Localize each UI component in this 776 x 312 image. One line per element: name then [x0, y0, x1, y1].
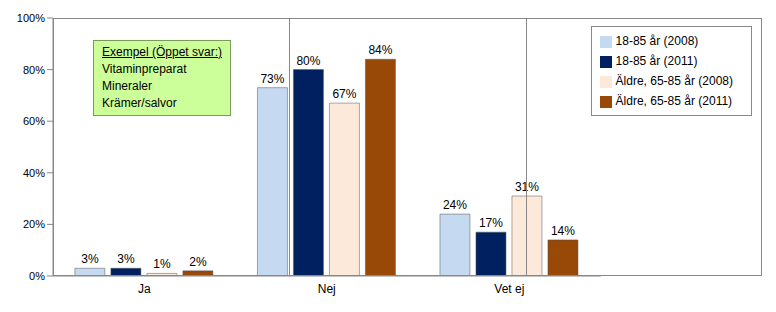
svg-text:Nej: Nej — [318, 282, 336, 296]
html-text:Vitaminpreparat: Vitaminpreparat — [102, 62, 187, 76]
svg-text:1%: 1% — [153, 257, 171, 271]
svg-text:24%: 24% — [443, 198, 467, 212]
svg-text:14%: 14% — [551, 224, 575, 238]
svg-text:0%: 0% — [29, 270, 45, 282]
svg-text:73%: 73% — [260, 72, 284, 86]
html-text:18-85 år (2008): 18-85 år (2008) — [615, 34, 699, 48]
svg-text:100%: 100% — [17, 12, 45, 24]
html-text:Krämer/salvor: Krämer/salvor — [102, 96, 177, 110]
svg-text:3%: 3% — [117, 252, 135, 266]
html-text:Äldre, 65-85 år (2008): Äldre, 65-85 år (2008) — [615, 74, 733, 88]
svg-text:80%: 80% — [296, 54, 320, 68]
svg-text:60%: 60% — [23, 115, 45, 127]
svg-text:Vet ej: Vet ej — [494, 282, 524, 296]
svg-text:40%: 40% — [23, 167, 45, 179]
html-text:18-85 år (2011): 18-85 år (2011) — [615, 54, 698, 68]
html-text:Exempel (Öppet svar:): Exempel (Öppet svar:) — [102, 45, 222, 59]
svg-text:84%: 84% — [368, 43, 392, 57]
html-text:Mineraler: Mineraler — [102, 79, 152, 93]
svg-text:Ja: Ja — [138, 282, 151, 296]
svg-text:2%: 2% — [189, 255, 207, 269]
svg-text:31%: 31% — [515, 180, 539, 194]
svg-text:80%: 80% — [23, 64, 45, 76]
html-text:Äldre, 65-85 år (2011): Äldre, 65-85 år (2011) — [615, 94, 733, 108]
svg-text:20%: 20% — [23, 218, 45, 230]
svg-text:3%: 3% — [81, 252, 99, 266]
svg-text:67%: 67% — [332, 87, 356, 101]
svg-text:17%: 17% — [479, 216, 503, 230]
